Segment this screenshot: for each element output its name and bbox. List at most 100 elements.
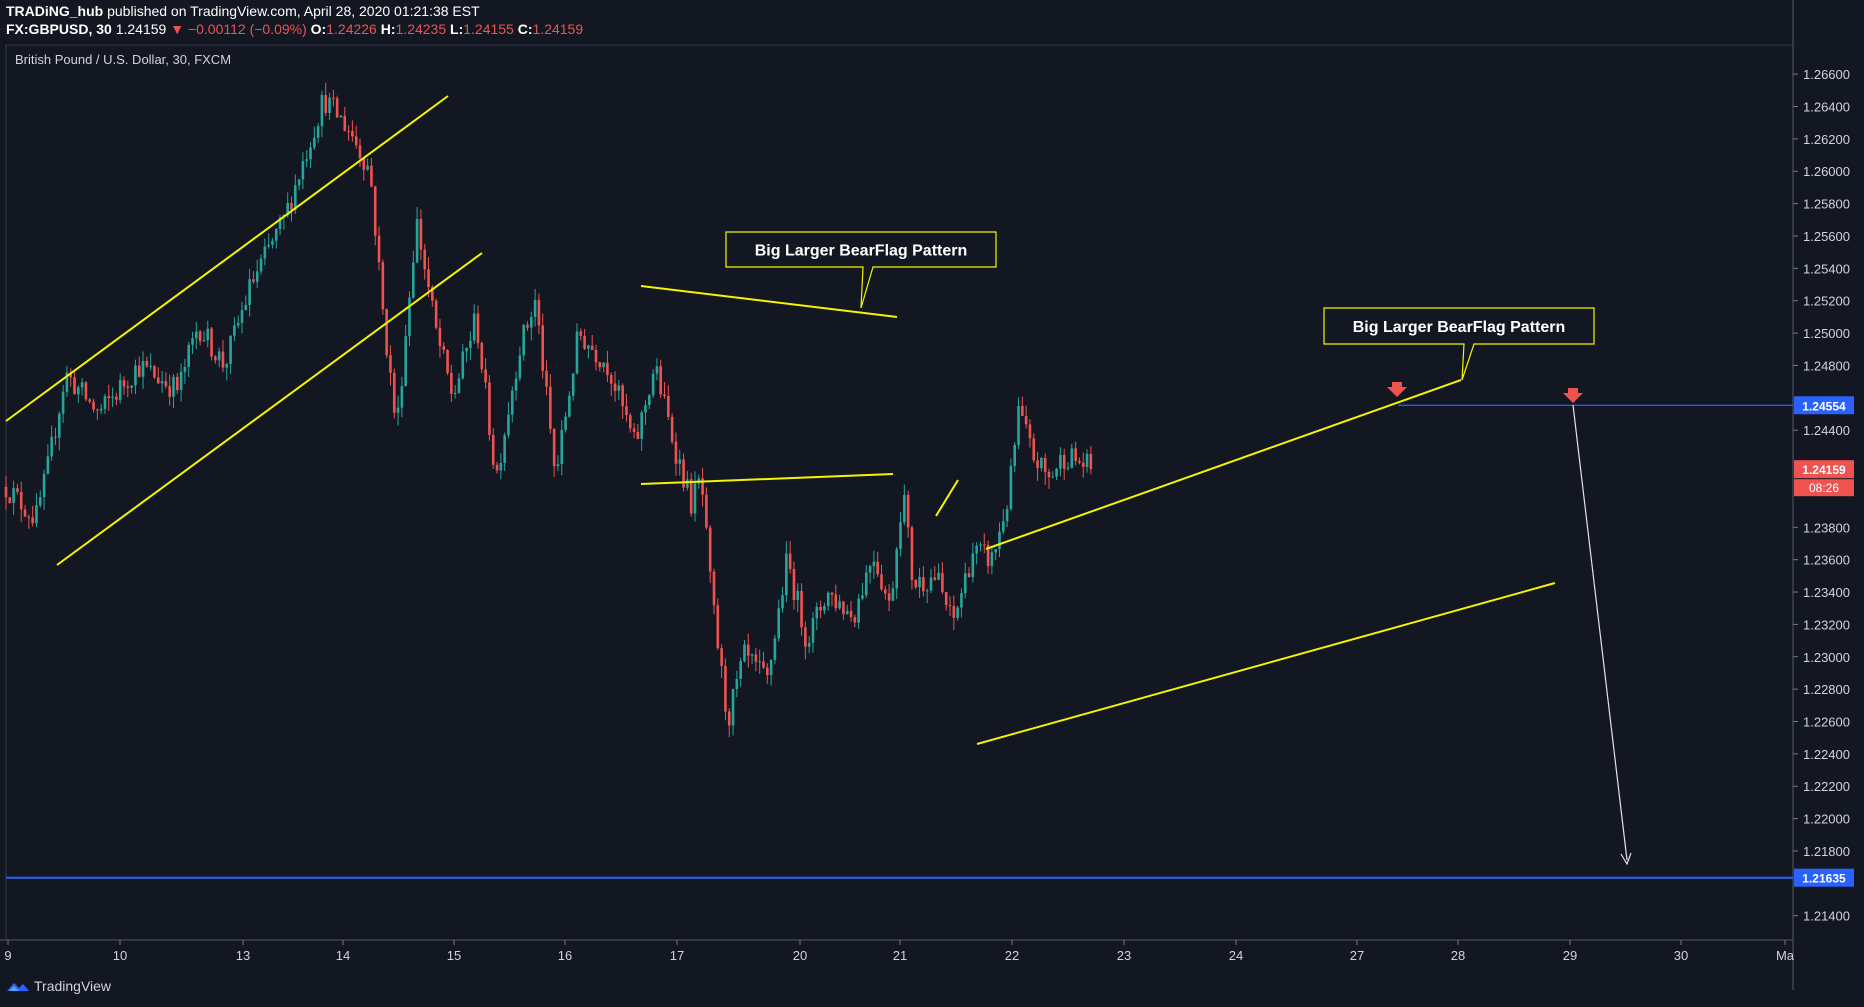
candle-body — [743, 644, 746, 662]
candle-body — [324, 95, 328, 113]
flag-2-upper-line[interactable] — [985, 379, 1462, 550]
candle-body — [503, 435, 506, 464]
candle-body — [354, 136, 358, 146]
x-tick-label: 14 — [336, 948, 350, 963]
candle-body — [389, 355, 392, 373]
flag-1-lower-line[interactable] — [640, 473, 894, 485]
candle-body — [655, 366, 659, 374]
candle-body — [12, 488, 15, 503]
candle-body — [23, 509, 27, 517]
candle-body — [975, 545, 978, 554]
candle-body — [92, 401, 95, 410]
tradingview-watermark[interactable]: TradingView — [6, 978, 111, 994]
down-marker-icon — [1387, 382, 1407, 397]
arrow-head-icon — [1620, 852, 1632, 866]
candle-body — [103, 396, 107, 409]
breakdown-line[interactable] — [935, 479, 959, 517]
candle-body — [796, 590, 800, 601]
author-name[interactable]: TRADiNG_hub — [6, 3, 104, 19]
candle-body — [381, 262, 385, 310]
ohlc-line: FX:GBPUSD, 30 1.24159 ▼ −0.00112 (−0.09%… — [6, 21, 583, 37]
candle-body — [967, 573, 971, 578]
candle-body — [4, 486, 8, 498]
candle-body — [952, 605, 956, 618]
candle-body — [316, 126, 320, 138]
candle-body — [541, 325, 545, 371]
current-price-tag-text: 1.24159 — [1802, 463, 1846, 477]
channel-up-lower-line[interactable] — [56, 252, 483, 566]
candle-body — [461, 351, 465, 379]
channel-up-upper-line[interactable] — [5, 95, 449, 422]
candle-body — [647, 395, 651, 406]
candle-body — [415, 219, 419, 263]
flag-1-upper-line[interactable] — [640, 285, 898, 318]
candle-body — [564, 416, 567, 430]
candle-body — [434, 300, 438, 328]
candle-body — [484, 369, 487, 383]
candle-body — [46, 456, 50, 474]
candle-body — [587, 345, 590, 349]
x-tick-label: 30 — [1674, 948, 1688, 963]
candle-body — [233, 325, 236, 336]
candle-body — [636, 431, 640, 439]
candle-body — [533, 300, 537, 318]
candle-body — [537, 300, 541, 326]
candle-body — [705, 494, 708, 528]
candle-body — [507, 414, 510, 436]
flag-2-lower-line[interactable] — [976, 582, 1556, 745]
annotation-callout[interactable] — [725, 231, 997, 309]
candle-body — [640, 412, 643, 439]
candle-body — [42, 473, 46, 498]
candle-body — [1005, 508, 1009, 522]
candle-body — [1013, 444, 1017, 466]
candle-body — [65, 372, 69, 392]
candle-body — [762, 661, 765, 668]
candle-body — [571, 373, 575, 396]
candle-body — [54, 436, 57, 438]
y-tick-label: 1.25800 — [1803, 197, 1850, 212]
candle-body — [8, 497, 12, 503]
candle-body — [366, 165, 369, 170]
candle-body — [61, 391, 65, 414]
candle-body — [777, 608, 781, 639]
y-tick-label: 1.22000 — [1803, 812, 1850, 827]
candle-body — [941, 572, 944, 593]
candle-body — [621, 385, 624, 407]
candle-body — [857, 598, 860, 623]
candle-body — [1028, 424, 1032, 439]
y-tick-label: 1.25600 — [1803, 229, 1850, 244]
target-price-tag-text: 1.21635 — [1802, 872, 1846, 886]
candle-body — [632, 428, 636, 432]
x-tick-label: 23 — [1117, 948, 1131, 963]
candle-body — [179, 371, 183, 391]
candle-body — [899, 522, 902, 550]
tradingview-logo-icon — [7, 983, 29, 991]
countdown-text: 08:26 — [1809, 481, 1839, 495]
x-tick-label: 29 — [1563, 948, 1577, 963]
candle-body — [986, 544, 990, 566]
candle-body — [644, 405, 647, 413]
annotation-callout[interactable] — [1323, 307, 1595, 381]
candle-body — [727, 711, 731, 726]
high-label: H: — [380, 21, 396, 37]
candle-body — [864, 572, 868, 596]
candle-body — [1081, 462, 1085, 467]
candle-body — [453, 392, 457, 394]
y-tick-label: 1.26400 — [1803, 100, 1850, 115]
candle-body — [838, 601, 841, 609]
projection-arrow[interactable] — [1572, 404, 1628, 861]
candle-body — [1017, 405, 1020, 445]
candle-body — [240, 310, 244, 323]
last-price: 1.24159 — [115, 21, 167, 37]
candle-body — [815, 606, 819, 619]
candle-body — [465, 347, 468, 352]
candle-body — [903, 494, 906, 523]
candle-body — [431, 287, 434, 301]
candle-body — [476, 313, 480, 344]
candle-body — [990, 552, 994, 566]
candle-body — [510, 390, 514, 415]
y-tick-label: 1.26000 — [1803, 164, 1850, 179]
candle-body — [427, 269, 430, 288]
x-tick-label: 15 — [447, 948, 461, 963]
